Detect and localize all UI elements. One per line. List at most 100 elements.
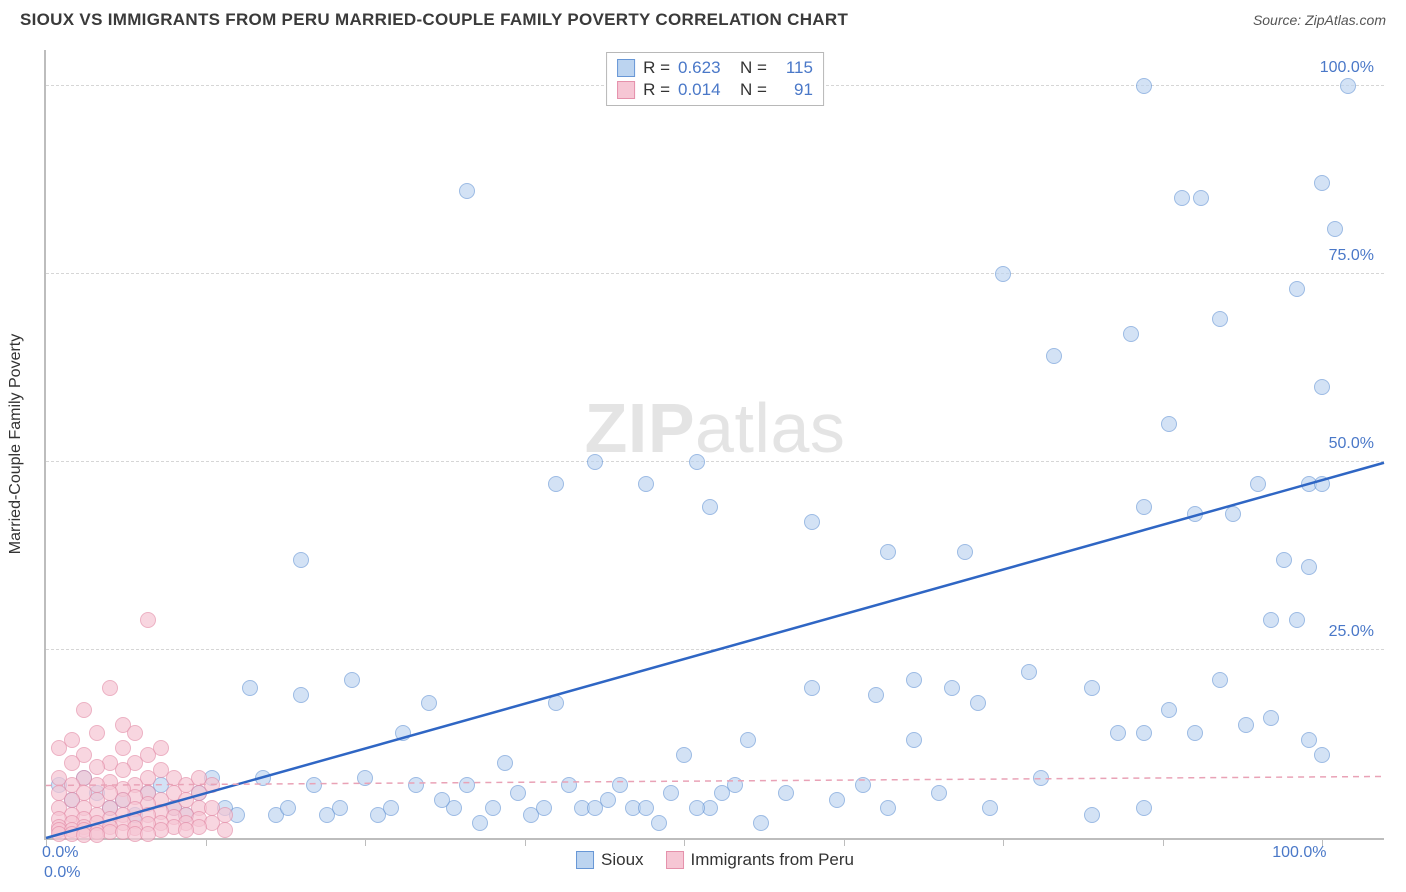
data-point xyxy=(497,755,513,771)
gridline xyxy=(46,461,1384,462)
data-point xyxy=(689,800,705,816)
legend-swatch xyxy=(617,59,635,77)
x-tick-label: 100.0% xyxy=(1272,844,1326,862)
data-point xyxy=(1314,175,1330,191)
x-tick xyxy=(365,838,366,846)
data-point xyxy=(293,552,309,568)
data-point xyxy=(485,800,501,816)
data-point xyxy=(191,770,207,786)
data-point xyxy=(1289,281,1305,297)
legend-swatch xyxy=(617,81,635,99)
data-point xyxy=(64,755,80,771)
stat-r-label: R = xyxy=(643,80,670,100)
data-point xyxy=(1212,311,1228,327)
data-point xyxy=(868,687,884,703)
data-point xyxy=(1084,680,1100,696)
data-point xyxy=(689,454,705,470)
legend-item: Immigrants from Peru xyxy=(666,850,854,870)
legend-swatch xyxy=(666,851,684,869)
data-point xyxy=(395,725,411,741)
data-point xyxy=(548,695,564,711)
data-point xyxy=(548,476,564,492)
stat-n-value: 91 xyxy=(775,80,813,100)
data-point xyxy=(332,800,348,816)
y-tick-label: 25.0% xyxy=(1329,623,1374,641)
x-tick-label: 0.0% xyxy=(42,844,78,862)
stat-r-label: R = xyxy=(643,58,670,78)
data-point xyxy=(1263,612,1279,628)
data-point xyxy=(280,800,296,816)
data-point xyxy=(51,740,67,756)
data-point xyxy=(178,822,194,838)
data-point xyxy=(1289,612,1305,628)
data-point xyxy=(255,770,271,786)
stat-r-value: 0.623 xyxy=(678,58,732,78)
stats-row: R = 0.623 N = 115 xyxy=(617,57,813,79)
data-point xyxy=(293,687,309,703)
stat-n-label: N = xyxy=(740,58,767,78)
data-point xyxy=(1187,725,1203,741)
data-point xyxy=(1225,506,1241,522)
gridline xyxy=(46,273,1384,274)
data-point xyxy=(434,792,450,808)
y-tick-label: 50.0% xyxy=(1329,435,1374,453)
data-point xyxy=(561,777,577,793)
data-point xyxy=(1110,725,1126,741)
x-tick xyxy=(1163,838,1164,846)
data-point xyxy=(995,266,1011,282)
data-point xyxy=(76,702,92,718)
data-point xyxy=(89,759,105,775)
stats-legend: R =0.623N =115R =0.014N =91 xyxy=(606,52,824,106)
data-point xyxy=(804,680,820,696)
data-point xyxy=(1301,732,1317,748)
data-point xyxy=(778,785,794,801)
source-link[interactable]: Source: ZipAtlas.com xyxy=(1253,12,1386,28)
data-point xyxy=(472,815,488,831)
data-point xyxy=(727,777,743,793)
data-point xyxy=(906,732,922,748)
data-point xyxy=(944,680,960,696)
data-point xyxy=(1136,499,1152,515)
data-point xyxy=(459,183,475,199)
data-point xyxy=(970,695,986,711)
gridline xyxy=(46,649,1384,650)
data-point xyxy=(804,514,820,530)
data-point xyxy=(1212,672,1228,688)
data-point xyxy=(1174,190,1190,206)
x-tick xyxy=(684,838,685,846)
y-axis-title: Married-Couple Family Poverty xyxy=(7,334,25,555)
data-point xyxy=(344,672,360,688)
data-point xyxy=(1033,770,1049,786)
data-point xyxy=(459,777,475,793)
data-point xyxy=(1314,476,1330,492)
data-point xyxy=(89,725,105,741)
data-point xyxy=(931,785,947,801)
data-point xyxy=(880,544,896,560)
data-point xyxy=(140,826,156,842)
legend-label: Sioux xyxy=(601,850,644,870)
data-point xyxy=(638,800,654,816)
data-point xyxy=(421,695,437,711)
data-point xyxy=(1327,221,1343,237)
stats-row: R =0.014N =91 xyxy=(617,79,813,101)
data-point xyxy=(217,822,233,838)
data-point xyxy=(1263,710,1279,726)
data-point xyxy=(1276,552,1292,568)
data-point xyxy=(982,800,998,816)
data-point xyxy=(880,800,896,816)
data-point xyxy=(702,499,718,515)
data-point xyxy=(1187,506,1203,522)
legend-label: Immigrants from Peru xyxy=(691,850,854,870)
data-point xyxy=(1314,379,1330,395)
data-point xyxy=(1161,702,1177,718)
y-tick-label: 75.0% xyxy=(1329,247,1374,265)
chart-area: ZIPatlas Married-Couple Family Poverty 2… xyxy=(44,50,1384,840)
series-legend: Sioux Immigrants from Peru xyxy=(576,850,854,870)
stat-n-label: N = xyxy=(740,80,767,100)
legend-swatch xyxy=(576,851,594,869)
data-point xyxy=(115,762,131,778)
data-point xyxy=(510,785,526,801)
data-point xyxy=(1021,664,1037,680)
stat-n-value: 115 xyxy=(775,58,813,78)
data-point xyxy=(740,732,756,748)
